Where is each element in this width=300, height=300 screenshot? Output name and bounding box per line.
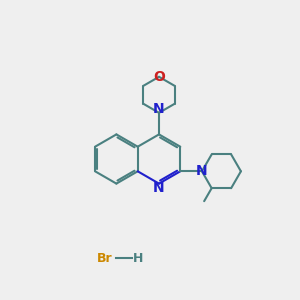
Text: N: N (153, 181, 165, 194)
Text: Br: Br (97, 251, 113, 265)
Text: N: N (196, 164, 208, 178)
Text: O: O (153, 70, 165, 84)
Text: N: N (153, 102, 165, 116)
Text: H: H (133, 251, 143, 265)
